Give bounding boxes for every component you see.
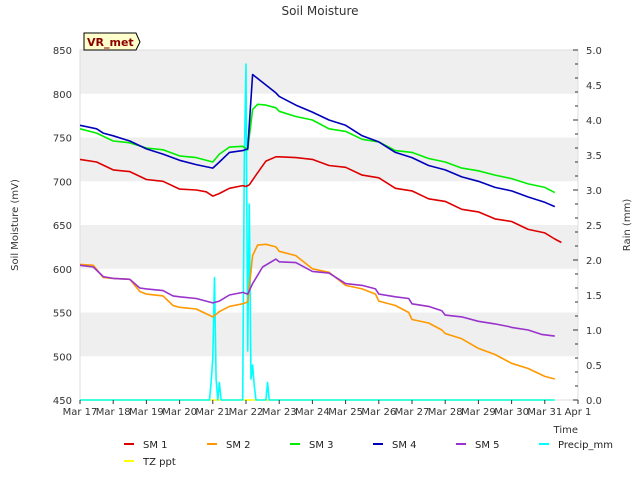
x-tick-label: Apr 1 bbox=[565, 407, 592, 418]
x-tick-label: Mar 17 bbox=[63, 407, 98, 418]
y2-tick-label: 4.5 bbox=[586, 81, 602, 92]
y-axis-right: 0.0 0.5 1.0 1.5 2.0 2.5 3.0 3.5 4.0 4.5 5.0 bbox=[573, 46, 602, 407]
y2-tick-label: 0.0 bbox=[586, 396, 602, 407]
grid-band bbox=[80, 268, 578, 313]
x-axis-label: Time bbox=[553, 425, 578, 436]
x-tick-label: Mar 22 bbox=[229, 407, 264, 418]
x-tick-label: Mar 23 bbox=[262, 407, 297, 418]
y-tick-label: 500 bbox=[53, 352, 72, 363]
y-tick-label: 650 bbox=[53, 221, 72, 232]
grid-band bbox=[80, 137, 578, 182]
legend: SM 1 SM 2 SM 3 SM 4 SM 5 Precip_mm TZ ppt bbox=[124, 440, 613, 468]
x-tick-label: Mar 30 bbox=[494, 407, 529, 418]
grid-band bbox=[80, 356, 578, 400]
series-layer bbox=[79, 63, 562, 401]
series-line-sm-4 bbox=[79, 73, 556, 208]
legend-label: SM 1 bbox=[143, 440, 168, 451]
x-tick-label: Mar 21 bbox=[195, 407, 230, 418]
y2-tick-label: 5.0 bbox=[586, 46, 602, 57]
y2-axis-label: Rain (mm) bbox=[622, 199, 633, 252]
x-tick-label: Mar 18 bbox=[96, 407, 131, 418]
x-tick-label: Mar 24 bbox=[295, 407, 330, 418]
grid-band bbox=[80, 50, 578, 94]
y-tick-label: 800 bbox=[53, 90, 72, 101]
x-tick-label: Mar 27 bbox=[395, 407, 430, 418]
legend-label: Precip_mm bbox=[558, 440, 613, 451]
y-tick-label: 600 bbox=[53, 265, 72, 276]
y-tick-label: 700 bbox=[53, 177, 72, 188]
y2-tick-label: 2.5 bbox=[586, 221, 602, 232]
x-tick-label: Mar 25 bbox=[328, 407, 363, 418]
y-tick-label: 750 bbox=[53, 134, 72, 145]
x-tick-label: Mar 31 bbox=[527, 407, 562, 418]
y2-tick-label: 0.5 bbox=[586, 361, 602, 372]
grid-band bbox=[80, 225, 578, 269]
y2-tick-label: 1.0 bbox=[586, 326, 602, 337]
station-badge: VR_met bbox=[83, 32, 141, 51]
y2-tick-label: 3.5 bbox=[586, 151, 602, 162]
y-tick-label: 550 bbox=[53, 309, 72, 320]
grid-band bbox=[80, 93, 578, 138]
series-line-precip-mm bbox=[80, 63, 555, 401]
y2-tick-label: 4.0 bbox=[586, 116, 602, 127]
series-line-sm-3 bbox=[79, 103, 556, 194]
legend-label: TZ ppt bbox=[142, 457, 176, 468]
legend-label: SM 4 bbox=[392, 440, 417, 451]
x-tick-label: Mar 28 bbox=[428, 407, 463, 418]
y2-tick-label: 1.5 bbox=[586, 291, 602, 302]
series-line-sm-5 bbox=[79, 258, 555, 337]
grid-band bbox=[80, 181, 578, 225]
badge-box bbox=[83, 32, 141, 51]
badge-label: VR_met bbox=[87, 36, 134, 49]
y-axis-left: 450 500 550 600 650 700 750 800 850 bbox=[53, 46, 72, 407]
y2-tick-label: 2.0 bbox=[586, 256, 602, 267]
x-tick-label: Mar 26 bbox=[361, 407, 396, 418]
grid-bands bbox=[80, 50, 578, 400]
grid-band bbox=[80, 312, 578, 357]
x-tick-label: Mar 20 bbox=[162, 407, 197, 418]
y-tick-label: 450 bbox=[53, 396, 72, 407]
legend-label: SM 2 bbox=[226, 440, 251, 451]
series-line-sm-1 bbox=[79, 156, 562, 244]
legend-label: SM 5 bbox=[475, 440, 500, 451]
y-axis-label: Soil Moisture (mV) bbox=[10, 179, 21, 271]
y2-tick-label: 3.0 bbox=[586, 186, 602, 197]
series-line-sm-2 bbox=[79, 243, 556, 380]
x-tick-label: Mar 29 bbox=[461, 407, 496, 418]
x-tick-label: Mar 19 bbox=[129, 407, 164, 418]
y-tick-label: 850 bbox=[53, 46, 72, 57]
legend-label: SM 3 bbox=[309, 440, 334, 451]
chart-title: Soil Moisture bbox=[281, 4, 358, 18]
